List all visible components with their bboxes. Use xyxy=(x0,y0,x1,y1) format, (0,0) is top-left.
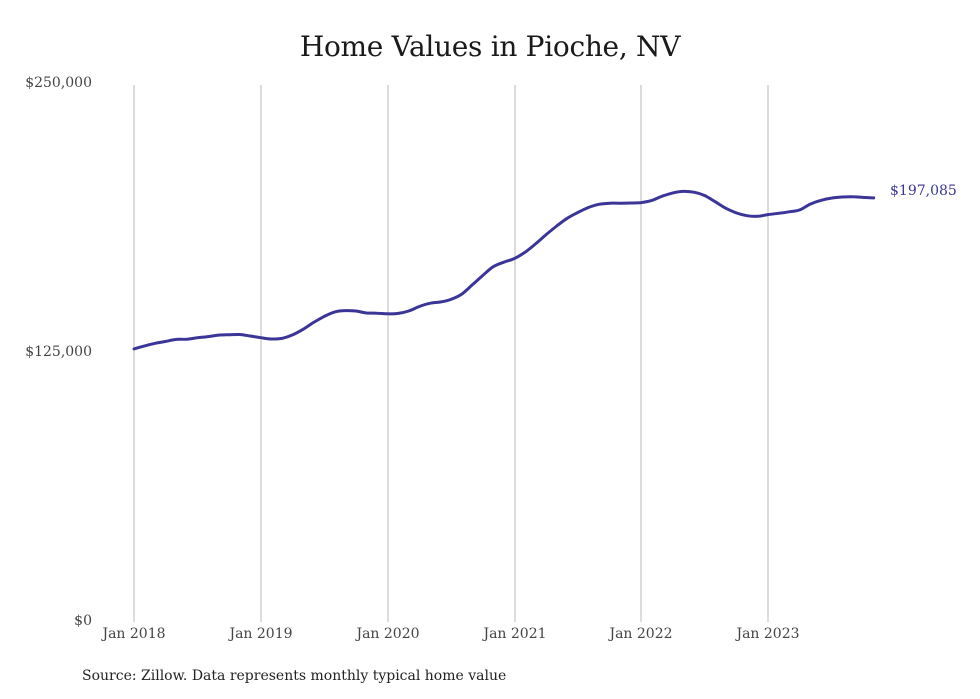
chart-title: Home Values in Pioche, NV xyxy=(299,30,681,63)
source-note: Source: Zillow. Data represents monthly … xyxy=(82,668,507,684)
y-tick-0: $0 xyxy=(74,613,92,629)
y-tick-250000: $250,000 xyxy=(25,75,92,91)
x-tick-jan-2020: Jan 2020 xyxy=(356,626,420,642)
vertical-gridlines xyxy=(133,85,769,622)
x-tick-jan-2022: Jan 2022 xyxy=(609,626,673,642)
x-tick-jan-2021: Jan 2021 xyxy=(483,626,547,642)
x-tick-jan-2019: Jan 2019 xyxy=(229,626,293,642)
x-tick-jan-2023: Jan 2023 xyxy=(736,626,800,642)
home-value-line xyxy=(132,189,876,351)
y-tick-125000: $125,000 xyxy=(25,344,92,360)
x-tick-jan-2018: Jan 2018 xyxy=(102,626,166,642)
end-value-label: $197,085 xyxy=(890,183,957,199)
